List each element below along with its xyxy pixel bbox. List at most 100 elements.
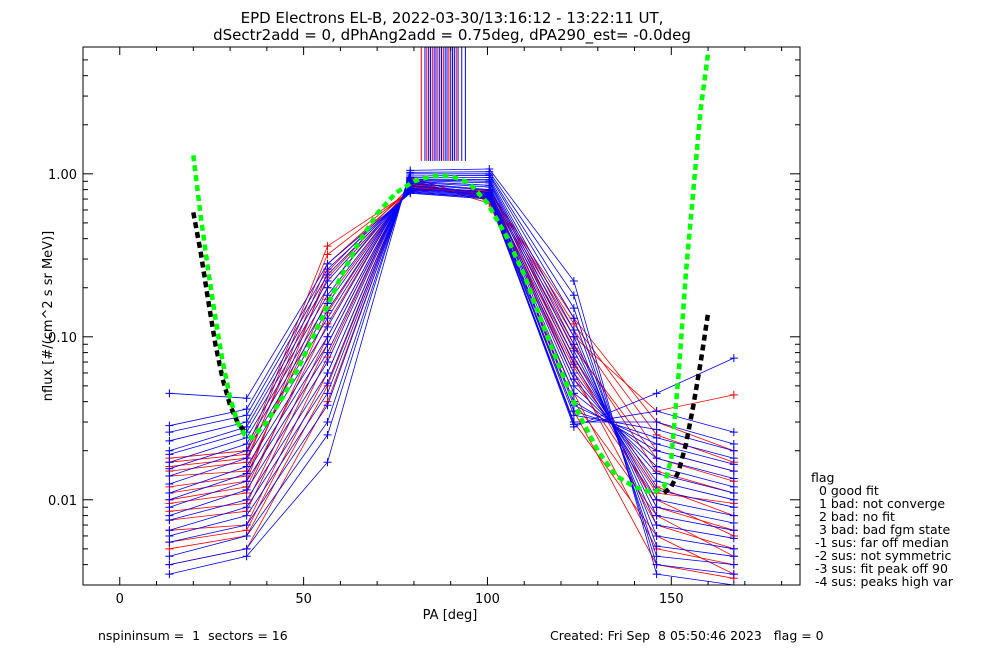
axes: 0 50 100 150 0.01 0.10 1.00 — [48, 46, 800, 607]
footer-right: Created: Fri Sep 8 05:50:46 2023 flag = … — [550, 628, 824, 643]
blue-profile-line — [169, 182, 734, 501]
blue-profile-point — [165, 538, 174, 547]
blue-profile-point — [729, 446, 738, 455]
blue-profile-point — [323, 348, 332, 357]
blue-profile-line — [169, 183, 734, 494]
blue-profile-point — [729, 428, 738, 437]
blue-profile-point — [729, 544, 738, 553]
blue-profile-point — [323, 368, 332, 377]
blue-profile-point — [652, 503, 661, 512]
blue-profile-point — [485, 175, 494, 184]
blue-profile-point — [729, 581, 738, 585]
blue-profile-point — [569, 332, 578, 341]
red-profile-line — [169, 179, 734, 565]
red-profile-point — [165, 544, 174, 553]
blue-profile-point — [652, 531, 661, 540]
blue-profile-point — [242, 544, 251, 553]
blue-profile-point — [165, 511, 174, 520]
y-tick-label: 0.01 — [48, 494, 77, 509]
red-profile-point — [323, 250, 332, 259]
blue-profile-point — [242, 477, 251, 486]
blue-profile-point — [323, 389, 332, 398]
blue-profile-point — [485, 167, 494, 176]
blue-profile-point — [165, 389, 174, 398]
blue-profile-point — [729, 503, 738, 512]
x-tick-label: 100 — [475, 592, 500, 607]
blue-profile-point — [729, 552, 738, 561]
y-tick-label: 1.00 — [48, 168, 77, 183]
legend-item: -3 sus: fit peak off 90 — [811, 561, 948, 576]
blue-profile-point — [165, 503, 174, 512]
blue-profile-point — [652, 418, 661, 427]
blue-profile-line — [169, 180, 734, 516]
blue-profile-point — [323, 314, 332, 323]
blue-profile-line — [169, 185, 734, 479]
blue-profile-point — [569, 326, 578, 335]
blue-profile-point — [323, 358, 332, 367]
blue-profile-point — [652, 462, 661, 471]
plot-area — [165, 47, 738, 585]
blue-profile-point — [652, 511, 661, 520]
blue-profile-point — [569, 304, 578, 313]
x-tick-label: 150 — [659, 592, 684, 607]
blue-profile-point — [323, 322, 332, 331]
blue-profile-point — [323, 458, 332, 467]
footer-left: nspininsum = 1 sectors = 16 — [98, 628, 288, 643]
blue-profile-point — [652, 454, 661, 463]
blue-profile-point — [729, 511, 738, 520]
red-profile-line — [169, 189, 734, 459]
fit-green-line — [191, 52, 711, 496]
blue-profile-point — [323, 332, 332, 341]
blue-profile-point — [652, 425, 661, 434]
blue-profile-line — [169, 173, 734, 565]
blue-profile-point — [652, 495, 661, 504]
blue-profile-point — [165, 471, 174, 480]
blue-profile-point — [569, 420, 578, 429]
blue-profile-point — [729, 526, 738, 535]
blue-profile-point — [729, 495, 738, 504]
blue-profile-point — [323, 401, 332, 410]
fit-black-line — [662, 312, 711, 495]
blue-profile-point — [242, 462, 251, 471]
blue-profile-point — [569, 381, 578, 390]
blue-profile-point — [729, 460, 738, 469]
blue-profile-point — [729, 570, 738, 579]
blue-profile-point — [242, 405, 251, 414]
blue-profile-point — [652, 439, 661, 448]
blue-profile-point — [323, 340, 332, 349]
blue-profile-point — [729, 534, 738, 543]
red-profile-line — [169, 182, 734, 537]
blue-profile-point — [242, 439, 251, 448]
blue-profile-point — [729, 467, 738, 476]
legend-title: flag — [811, 470, 834, 485]
blue-profile-point — [406, 168, 415, 177]
blue-profile-point — [652, 389, 661, 398]
blue-profile-point — [165, 464, 174, 473]
blue-profile-line — [169, 192, 734, 428]
blue-profile-point — [165, 450, 174, 459]
blue-profile-point — [569, 314, 578, 323]
x-tick-label: 0 — [116, 592, 124, 607]
blue-profile-line — [169, 168, 734, 585]
blue-profile-point — [242, 485, 251, 494]
red-profile-line — [169, 186, 734, 494]
blue-profile-point — [652, 542, 661, 551]
blue-profile-point — [323, 276, 332, 285]
blue-profile-point — [165, 479, 174, 488]
blue-profile-point — [323, 265, 332, 274]
x-axis-label: PA [deg] — [423, 608, 478, 623]
red-profile-line — [169, 189, 734, 472]
blue-profile-point — [485, 194, 494, 203]
blue-profile-point — [729, 489, 738, 498]
red-profile-point — [323, 242, 332, 251]
blue-profile-point — [165, 489, 174, 498]
blue-profile-point — [242, 454, 251, 463]
blue-profile-point — [242, 394, 251, 403]
blue-profile-line — [169, 190, 734, 452]
blue-profile-point — [652, 407, 661, 416]
blue-profile-line — [169, 178, 734, 539]
blue-profile-point — [569, 375, 578, 384]
x-tick-label: 50 — [295, 592, 312, 607]
blue-profile-line — [169, 191, 734, 433]
